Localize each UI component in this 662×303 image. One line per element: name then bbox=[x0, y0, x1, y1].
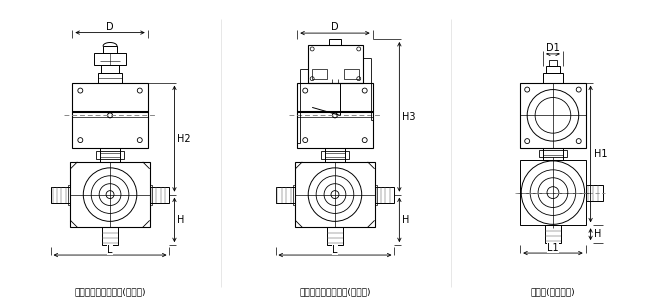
Text: L: L bbox=[332, 245, 338, 255]
Text: D: D bbox=[106, 22, 114, 32]
Bar bbox=[344, 69, 359, 79]
Bar bbox=[96, 151, 124, 159]
Bar bbox=[329, 39, 341, 45]
Text: 左视图(不带附件): 左视图(不带附件) bbox=[531, 287, 575, 296]
Bar bbox=[297, 83, 373, 148]
Bar bbox=[325, 148, 345, 162]
Bar bbox=[546, 66, 560, 73]
Bar bbox=[98, 73, 122, 83]
Bar bbox=[308, 45, 363, 83]
Bar bbox=[50, 187, 70, 202]
Bar bbox=[72, 83, 148, 148]
Bar bbox=[103, 46, 117, 53]
Text: H: H bbox=[177, 215, 185, 225]
Bar bbox=[102, 227, 118, 245]
Text: L1: L1 bbox=[547, 243, 559, 253]
Bar bbox=[312, 69, 327, 79]
Bar bbox=[101, 65, 119, 73]
Bar bbox=[543, 148, 563, 160]
Text: 气动三通内螺纹球阀(调节型): 气动三通内螺纹球阀(调节型) bbox=[299, 287, 371, 296]
Bar bbox=[321, 151, 349, 159]
Text: 气动三通内螺纹球阀(开关型): 气动三通内螺纹球阀(开关型) bbox=[74, 287, 146, 296]
Text: D: D bbox=[331, 22, 339, 32]
Text: H: H bbox=[594, 229, 601, 239]
Bar bbox=[94, 53, 126, 65]
Bar bbox=[375, 187, 395, 202]
Text: D1: D1 bbox=[546, 43, 560, 53]
Bar bbox=[543, 73, 563, 83]
Bar bbox=[293, 185, 295, 205]
Text: H2: H2 bbox=[177, 134, 191, 144]
Bar bbox=[150, 187, 169, 202]
Bar bbox=[520, 160, 586, 225]
Text: H1: H1 bbox=[594, 149, 607, 159]
Text: H3: H3 bbox=[402, 112, 416, 122]
Bar bbox=[520, 83, 586, 148]
Bar bbox=[68, 185, 70, 205]
Text: H: H bbox=[402, 215, 410, 225]
Bar bbox=[150, 185, 152, 205]
Bar bbox=[545, 225, 561, 243]
Bar bbox=[539, 150, 567, 157]
Bar bbox=[586, 185, 604, 201]
Bar bbox=[549, 60, 557, 66]
Bar bbox=[295, 162, 375, 227]
Bar bbox=[375, 185, 377, 205]
Bar bbox=[275, 187, 295, 202]
Bar bbox=[70, 162, 150, 227]
Text: L: L bbox=[107, 245, 113, 255]
Bar bbox=[100, 148, 120, 162]
Bar bbox=[327, 227, 343, 245]
